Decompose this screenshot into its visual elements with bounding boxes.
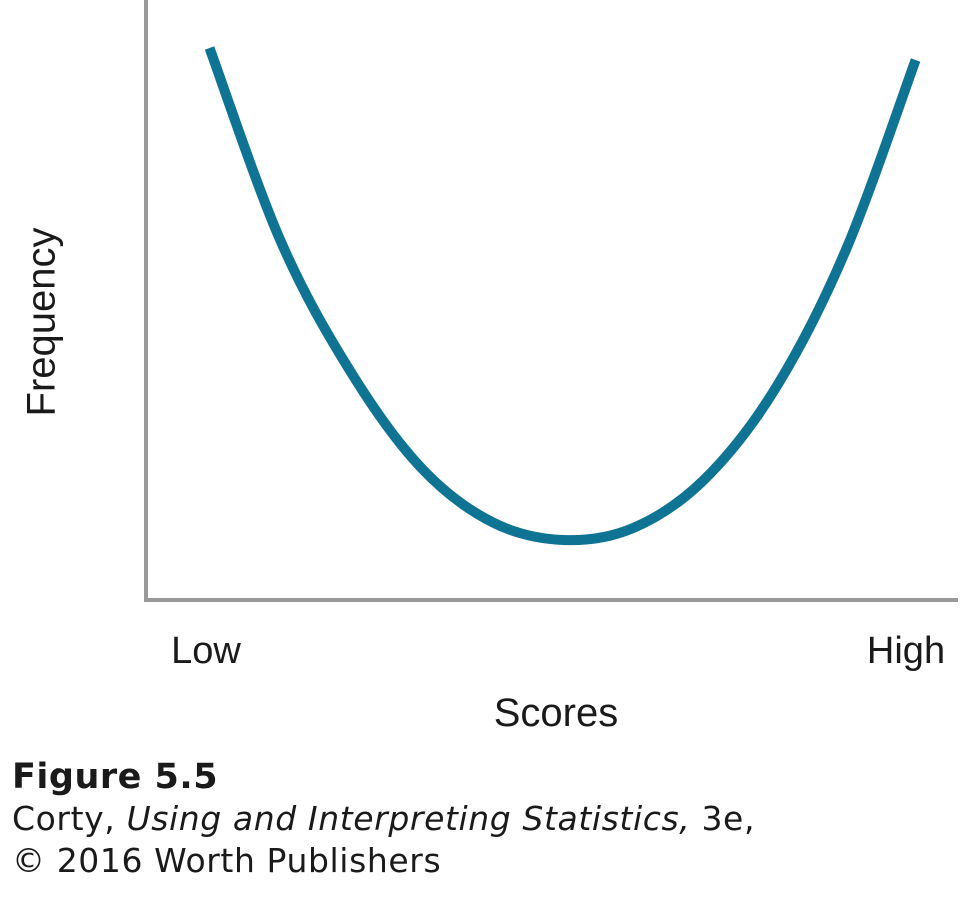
figure-label: Figure 5.5 [12,757,219,797]
citation-book-title: Using and Interpreting Statistics, [126,799,691,838]
x-tick-label-low: Low [171,630,241,672]
y-axis-label: Frequency [20,228,64,417]
citation-author: Corty, [12,799,127,838]
copyright-line: © 2016 Worth Publishers [12,841,442,880]
citation-edition: 3e, [690,799,756,838]
citation-line: Corty, Using and Interpreting Statistics… [12,798,952,840]
series-line [204,46,921,546]
x-axis-label: Scores [494,691,619,735]
figure-caption: Figure 5.5 Corty, Using and Interpreting… [12,756,952,882]
x-tick-label-high: High [867,630,945,672]
u-shaped-distribution-chart: Frequency Low High Scores [20,0,958,735]
